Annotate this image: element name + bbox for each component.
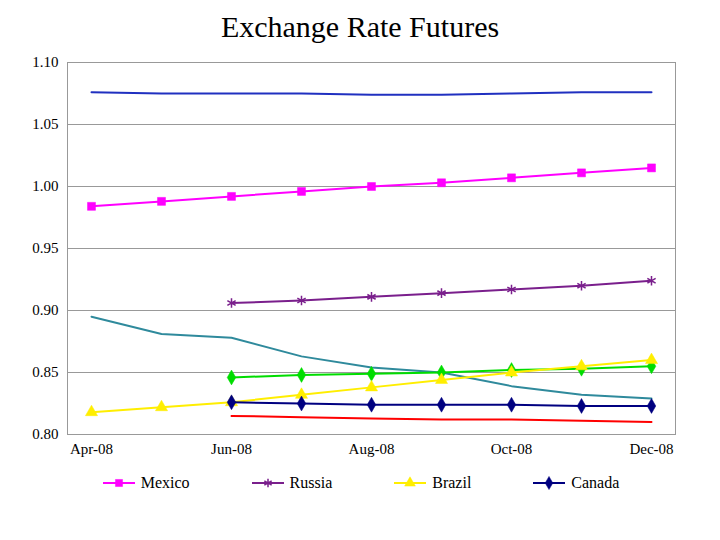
- svg-text:1.05: 1.05: [32, 116, 58, 132]
- svg-text:1.10: 1.10: [32, 54, 58, 70]
- svg-text:Oct-08: Oct-08: [491, 441, 533, 457]
- html-text:Brazil: Brazil: [432, 474, 472, 491]
- html-text:Mexico: Mexico: [140, 474, 190, 491]
- html-text:Exchange Rate Futures: Exchange Rate Futures: [220, 10, 500, 43]
- svg-text:0.85: 0.85: [32, 364, 58, 380]
- svg-text:Dec-08: Dec-08: [629, 441, 673, 457]
- html-text:Canada: Canada: [571, 474, 620, 491]
- svg-text:0.80: 0.80: [32, 426, 58, 442]
- svg-text:Jun-08: Jun-08: [211, 441, 252, 457]
- svg-text:Apr-08: Apr-08: [70, 441, 113, 457]
- html-text:Russia: Russia: [289, 474, 333, 491]
- svg-text:1.00: 1.00: [32, 178, 58, 194]
- svg-text:0.90: 0.90: [32, 302, 58, 318]
- svg-text:Aug-08: Aug-08: [349, 441, 395, 457]
- svg-text:0.95: 0.95: [32, 240, 58, 256]
